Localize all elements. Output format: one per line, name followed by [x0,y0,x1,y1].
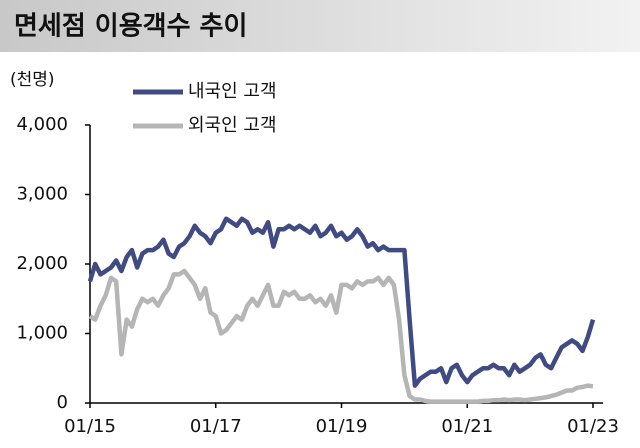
x-tick-label: 01/17 [190,416,242,437]
x-tick-label: 01/15 [64,416,116,437]
y-unit: (천명) [10,70,55,90]
x-tick-label: 01/19 [316,416,368,437]
x-tick-label: 01/23 [567,416,619,437]
x-tick-label: 01/21 [441,416,493,437]
series-line [88,268,594,404]
y-tick-label: 1,000 [16,323,68,344]
y-tick-label: 0 [57,392,68,413]
y-tick-label: 3,000 [16,184,68,205]
y-tick-label: 2,000 [16,253,68,274]
legend-label: 내국인 고객 [188,81,277,102]
series-line [87,216,596,388]
y-tick-label: 4,000 [16,114,68,135]
title-bar [0,0,640,52]
legend-label: 외국인 고객 [188,115,277,136]
chart-title: 면세점 이용객수 추이 [14,12,247,42]
